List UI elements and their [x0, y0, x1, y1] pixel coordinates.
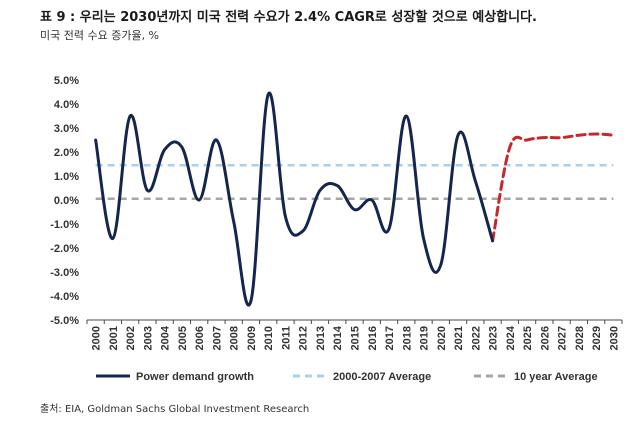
y-axis: 5.0% 4.0% 3.0% 2.0% 1.0% 0.0% -1.0% -2.0% -3.0% -… [50, 75, 79, 327]
x-tick-label: 2029 [591, 326, 603, 350]
x-tick-label: 2012 [298, 326, 310, 350]
legend-avg-10-year-label: 10 year Average [514, 371, 598, 383]
x-tick-label: 2028 [574, 326, 586, 350]
chart-title: 표 9 : 우리는 2030년까지 미국 전력 수요가 2.4% CAGR로 성… [40, 10, 537, 25]
x-tick-label: 2011 [280, 326, 292, 350]
x-tick-label: 2005 [177, 326, 189, 350]
y-tick-label: -4.0% [50, 291, 79, 303]
x-tick-label: 2019 [419, 326, 431, 350]
x-tick-label: 2018 [401, 326, 413, 350]
y-tick-label: -5.0% [50, 315, 79, 327]
x-tick-label: 2016 [367, 326, 379, 350]
reference-lines [95, 163, 614, 201]
x-tick-label: 2008 [229, 326, 241, 350]
x-tick-label: 2003 [142, 326, 154, 350]
x-tick-label: 2007 [211, 326, 223, 350]
source-note: 출처: EIA, Goldman Sachs Global Investment… [40, 404, 310, 415]
x-tick-label: 2022 [470, 326, 482, 350]
x-tick-label: 2002 [125, 326, 137, 350]
x-tick-label: 2017 [384, 326, 396, 350]
power-demand-growth-line [94, 91, 495, 307]
y-tick-label: 4.0% [54, 99, 79, 111]
x-tick-label: 2000 [91, 326, 103, 350]
y-tick-label: 5.0% [54, 75, 79, 87]
x-tick-label: 2021 [453, 326, 465, 350]
y-tick-label: 2.0% [54, 147, 79, 159]
forecast-line [491, 132, 615, 243]
x-axis: 2000 2001 2002 2003 2004 2005 2006 2007 2008 2009… [86, 319, 623, 350]
x-tick-label: 2009 [246, 326, 258, 350]
x-tick-label: 2027 [557, 326, 569, 350]
x-tick-label: 2013 [315, 326, 327, 350]
y-tick-label: -1.0% [50, 219, 79, 231]
legend-avg-2000-2007-label: 2000-2007 Average [333, 371, 431, 383]
y-tick-label: 1.0% [54, 171, 79, 183]
series-lines [94, 91, 615, 307]
legend-power-demand-growth-label: Power demand growth [136, 371, 254, 383]
x-tick-label: 2025 [522, 326, 534, 350]
x-tick-label: 2023 [488, 326, 500, 350]
x-tick-label: 2020 [436, 326, 448, 350]
y-tick-label: -2.0% [50, 243, 79, 255]
legend: Power demand growth 2000-2007 Average 10 y… [96, 371, 598, 383]
y-tick-label: 3.0% [54, 123, 79, 135]
x-tick-label: 2001 [108, 326, 120, 350]
x-tick-label: 2006 [194, 326, 206, 350]
x-tick-label: 2014 [332, 325, 344, 350]
x-tick-label: 2026 [539, 326, 551, 350]
y-tick-label: 0.0% [54, 195, 79, 207]
x-tick-label: 2030 [608, 326, 620, 350]
x-tick-label: 2004 [160, 325, 172, 350]
chart-subtitle: 미국 전력 수요 증가율, % [40, 29, 160, 42]
x-tick-label: 2024 [505, 325, 517, 350]
x-tick-label: 2015 [350, 326, 362, 350]
x-tick-label: 2010 [263, 326, 275, 350]
y-tick-label: -3.0% [50, 267, 79, 279]
